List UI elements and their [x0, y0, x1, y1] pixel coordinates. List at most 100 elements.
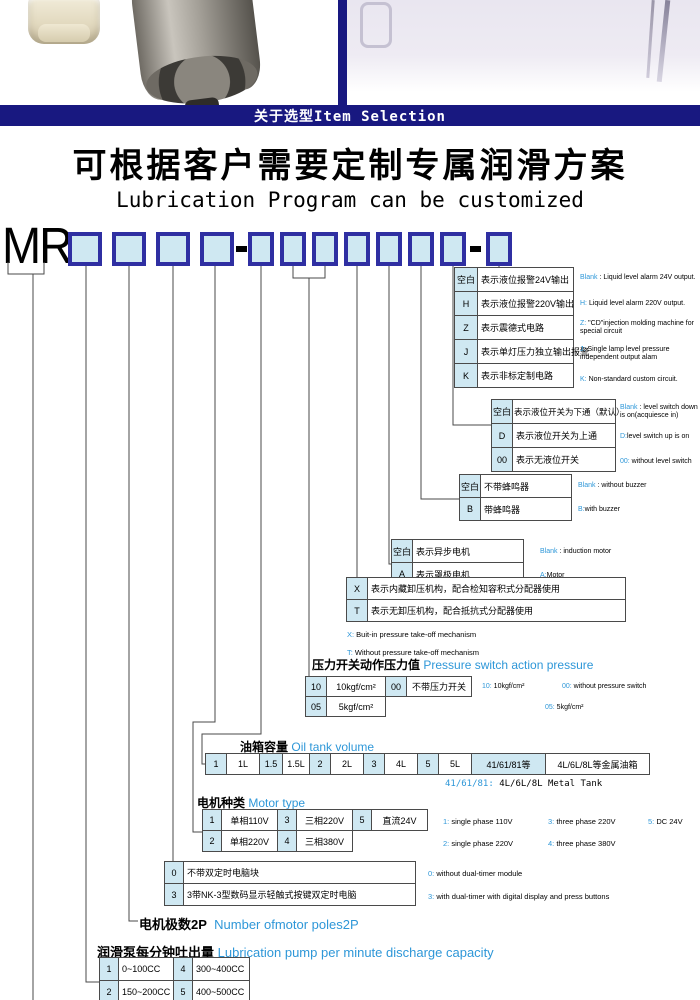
desc-cell: 不带双定时电脑块	[183, 861, 416, 884]
annotation: Blank : induction motor	[540, 548, 612, 555]
code-box	[408, 232, 434, 266]
code-cell: 2	[309, 753, 331, 775]
code-cell: 1.5	[259, 753, 283, 775]
code-cell: J	[454, 339, 478, 364]
table-row: 2 单相220V 4 三相380V	[202, 830, 428, 852]
product-photo-strip	[0, 0, 700, 105]
code-box	[440, 232, 466, 266]
code-cell: 3	[164, 883, 184, 906]
code-cell: 4	[277, 830, 297, 852]
code-cell: B	[459, 497, 481, 521]
code-box	[248, 232, 274, 266]
motor-type-header: 电机种类 Motor type	[197, 796, 306, 810]
table-row: X 表示内藏卸压机构，配合检知容积式分配器使用	[346, 577, 626, 600]
code-cell: 3	[363, 753, 385, 775]
annotation: 5: DC 24V	[648, 817, 683, 826]
value-cell: 300~400CC	[192, 957, 250, 981]
code-cell: Z	[454, 315, 478, 340]
desc-cell: 表示内藏卸压机构，配合检知容积式分配器使用	[367, 577, 626, 600]
table-row: 0 不带双定时电脑块	[164, 861, 416, 884]
desc-cell: 表示异步电机	[412, 539, 524, 563]
page-title-cn: 可根据客户需要定制专属润滑方案	[72, 147, 628, 185]
table-row: 10 10kgf/cm² 00 不带压力开关	[305, 676, 472, 697]
code-cell: 00	[491, 447, 513, 472]
table-row: T 表示无卸压机构，配合抵抗式分配器使用	[346, 599, 626, 622]
table-row: 空白 表示液位开关为下通（默认）	[491, 399, 625, 424]
table-row: 空白 不带蜂鸣器	[459, 474, 572, 498]
oil-tank-annotation: 41/61/81: 4L/6L/8L Metal Tank	[445, 779, 603, 789]
annotation: Z: "CD"injection molding machine for spe…	[580, 320, 694, 336]
timer-table: 0 不带双定时电脑块 3 3带NK-3型数码显示轻触式按键双定时电脑	[164, 861, 416, 906]
section-banner: 关于选型Item Selection	[0, 105, 700, 126]
code-cell: 10	[305, 676, 327, 697]
code-box	[376, 232, 402, 266]
banner-label: 关于选型Item Selection	[253, 108, 446, 125]
code-cell: 空白	[491, 399, 513, 424]
annotation: K: Non-standard custom circuit.	[580, 376, 678, 383]
code-box	[156, 232, 190, 266]
desc-cell: 表示液位开关为下通（默认）	[512, 399, 625, 424]
table-row: K 表示非标定制电路	[454, 363, 574, 388]
annotation: 4: three phase 380V	[548, 839, 616, 848]
relief-note: T: Without pressure take-off mechanism	[347, 648, 480, 657]
annotation: 10: 10kgf/cm²	[482, 683, 525, 690]
value-cell: 三相220V	[296, 809, 353, 831]
annotation: 00: without pressure switch	[562, 683, 647, 690]
annotation: 0: without dual-timer module	[428, 869, 523, 878]
annotation: H: Liquid level alarm 220V output.	[580, 300, 686, 307]
tank-handle	[360, 2, 392, 48]
buzzer-table: 空白 不带蜂鸣器 B 带蜂鸣器	[459, 474, 572, 521]
level-switch-table: 空白 表示液位开关为下通（默认） D 表示液位开关为上通 00 表示无液位开关	[491, 399, 625, 472]
table-row: J 表示单灯压力独立输出报警	[454, 339, 589, 364]
value-cell: 1.5L	[282, 753, 310, 775]
pressure-header: 压力开关动作压力值 Pressure switch action pressur…	[312, 658, 594, 672]
annotation: Blank : level switch down is on(acquiesc…	[620, 404, 698, 420]
annotation: 05: 5kgf/cm²	[545, 704, 584, 711]
code-cell: 0	[164, 861, 184, 884]
code-cell: 1	[99, 957, 119, 981]
pump-connector-photo	[28, 0, 100, 44]
annotation: Blank : without buzzer	[578, 482, 647, 489]
value-cell: 直流24V	[371, 809, 428, 831]
code-box	[68, 232, 102, 266]
annotation: Blank : Liquid level alarm 24V output.	[580, 274, 696, 281]
code-box	[280, 232, 306, 266]
value-cell: 不带压力开关	[406, 676, 472, 697]
code-cell: 1	[205, 753, 227, 775]
annotation: 00: without level switch	[620, 458, 692, 465]
code-dash	[470, 246, 481, 252]
table-row: 2 150~200CC 5 400~500CC	[99, 980, 250, 1000]
relief-table: X 表示内藏卸压机构，配合检知容积式分配器使用 T 表示无卸压机构，配合抵抗式分…	[346, 577, 626, 622]
table-row: 1 0~100CC 4 300~400CC	[99, 957, 250, 981]
oil-tank-photo	[346, 0, 700, 100]
code-cell: 4	[173, 957, 193, 981]
value-cell: 150~200CC	[118, 980, 174, 1000]
table-row: H 表示液位报警220V输出	[454, 291, 574, 316]
desc-cell: 表示无液位开关	[512, 447, 616, 472]
code-cell: 空白	[454, 267, 478, 292]
desc-cell: 表示单灯压力独立输出报警	[477, 339, 589, 364]
page-title-en: Lubrication Program can be customized	[116, 188, 584, 212]
photo-divider-bar	[338, 0, 347, 105]
desc-cell: 表示非标定制电路	[477, 363, 574, 388]
code-cell: 2	[99, 980, 119, 1000]
annotation: A:Motor	[540, 572, 565, 579]
code-cell: D	[491, 423, 513, 448]
code-box	[344, 232, 370, 266]
value-cell: 4L/6L/8L等金属油箱	[545, 753, 650, 775]
code-cell: 2	[202, 830, 222, 852]
motor-poles-label: 电机极数2P Number ofmotor poles2P	[139, 917, 359, 932]
annotation: 3: three phase 220V	[548, 817, 616, 826]
table-row: 1 1L 1.5 1.5L 2 2L 3 4L 5 5L 41/61/81等 4…	[205, 753, 650, 775]
code-cell: X	[346, 577, 368, 600]
annotation: 1: single phase 110V	[443, 817, 513, 826]
table-row: Z 表示震德式电路	[454, 315, 574, 340]
value-cell: 4L	[384, 753, 418, 775]
annotation: D:level switch up is on	[620, 433, 690, 440]
value-cell: 单相110V	[221, 809, 278, 831]
code-box	[312, 232, 338, 266]
code-cell: 空白	[391, 539, 413, 563]
code-box	[200, 232, 234, 266]
